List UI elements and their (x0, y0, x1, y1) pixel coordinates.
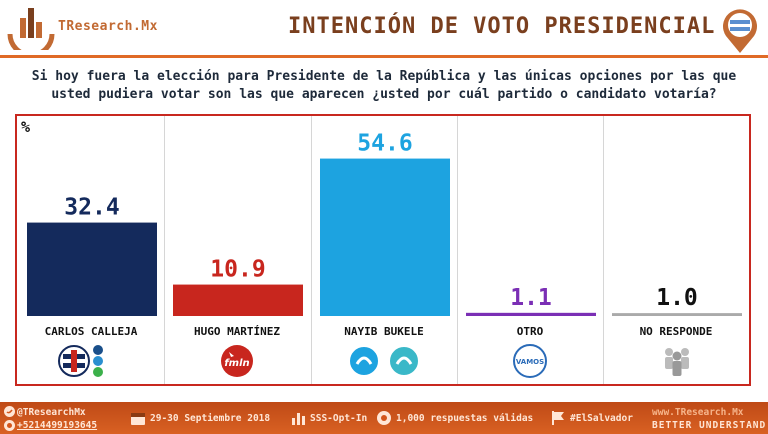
svg-text:fmln: fmln (224, 358, 249, 369)
gana-logos-icon (348, 345, 420, 377)
header-rule (0, 55, 768, 58)
whatsapp-icon (4, 420, 15, 431)
twitter-icon (4, 406, 15, 417)
footer: @TResearchMx +5214499193645 29-30 Septie… (0, 402, 768, 434)
page-title: INTENCIÓN DE VOTO PRESIDENCIAL (288, 14, 716, 39)
bar-3 (466, 312, 596, 316)
arena-party-logos-icon (58, 345, 103, 377)
column-divider (457, 116, 458, 384)
footer-dates: 29-30 Septiembre 2018 (150, 413, 271, 424)
header: TResearch.Mx INTENCIÓN DE VOTO PRESIDENC… (0, 0, 768, 56)
calendar-icon (131, 413, 145, 425)
data-label-1: 10.9 (210, 257, 265, 283)
footer-sample: 1,000 respuestas válidas (396, 413, 534, 424)
question-line-2: usted pudiera votar son las que aparecen… (51, 87, 717, 102)
bar-0 (27, 222, 157, 316)
footer-tagline: BETTER UNDERSTAND (652, 420, 767, 431)
data-label-0: 32.4 (64, 195, 119, 221)
category-label-no-responde: NO RESPONDE (639, 325, 713, 338)
bar-2 (320, 158, 450, 316)
vamos-logo-icon: VAMOS (513, 344, 547, 378)
footer-website[interactable]: www.TResearch.Mx (652, 407, 744, 418)
column-divider (311, 116, 312, 384)
survey-question: Si hoy fuera la elección para Presidente… (10, 68, 758, 104)
responses-icon (377, 411, 391, 425)
column-divider (603, 116, 604, 384)
footer-hashtag: #ElSalvador (570, 413, 633, 424)
flag-icon (552, 411, 564, 425)
category-label-otro: OTRO (516, 325, 544, 338)
data-label-4: 1.0 (656, 285, 698, 311)
category-label-bukele: NAYIB BUKELE (344, 325, 424, 338)
tresearch-logo-icon (7, 8, 55, 50)
category-label-martinez: HUGO MARTÍNEZ (193, 325, 281, 338)
y-unit-label: % (21, 118, 31, 136)
location-pin-icon (723, 9, 757, 53)
column-divider (164, 116, 165, 384)
svg-text:VAMOS: VAMOS (516, 358, 544, 366)
category-label-calleja: CARLOS CALLEJA (44, 325, 138, 338)
footer-phone[interactable]: +5214499193645 (17, 420, 98, 431)
question-line-1: Si hoy fuera la elección para Presidente… (31, 69, 737, 84)
footer-method: SSS-Opt-In (310, 413, 368, 424)
chart-frame (15, 114, 751, 386)
fmln-logo-icon: fmln (221, 345, 253, 377)
bar-4 (612, 313, 742, 316)
bar-chart-icon (292, 413, 305, 425)
bar-1 (173, 284, 303, 316)
data-label-2: 54.6 (357, 131, 412, 157)
footer-twitter[interactable]: @TResearchMx (17, 407, 86, 418)
brand-name: TResearch.Mx (58, 19, 158, 34)
data-label-3: 1.1 (510, 285, 552, 311)
people-icon (665, 348, 689, 376)
